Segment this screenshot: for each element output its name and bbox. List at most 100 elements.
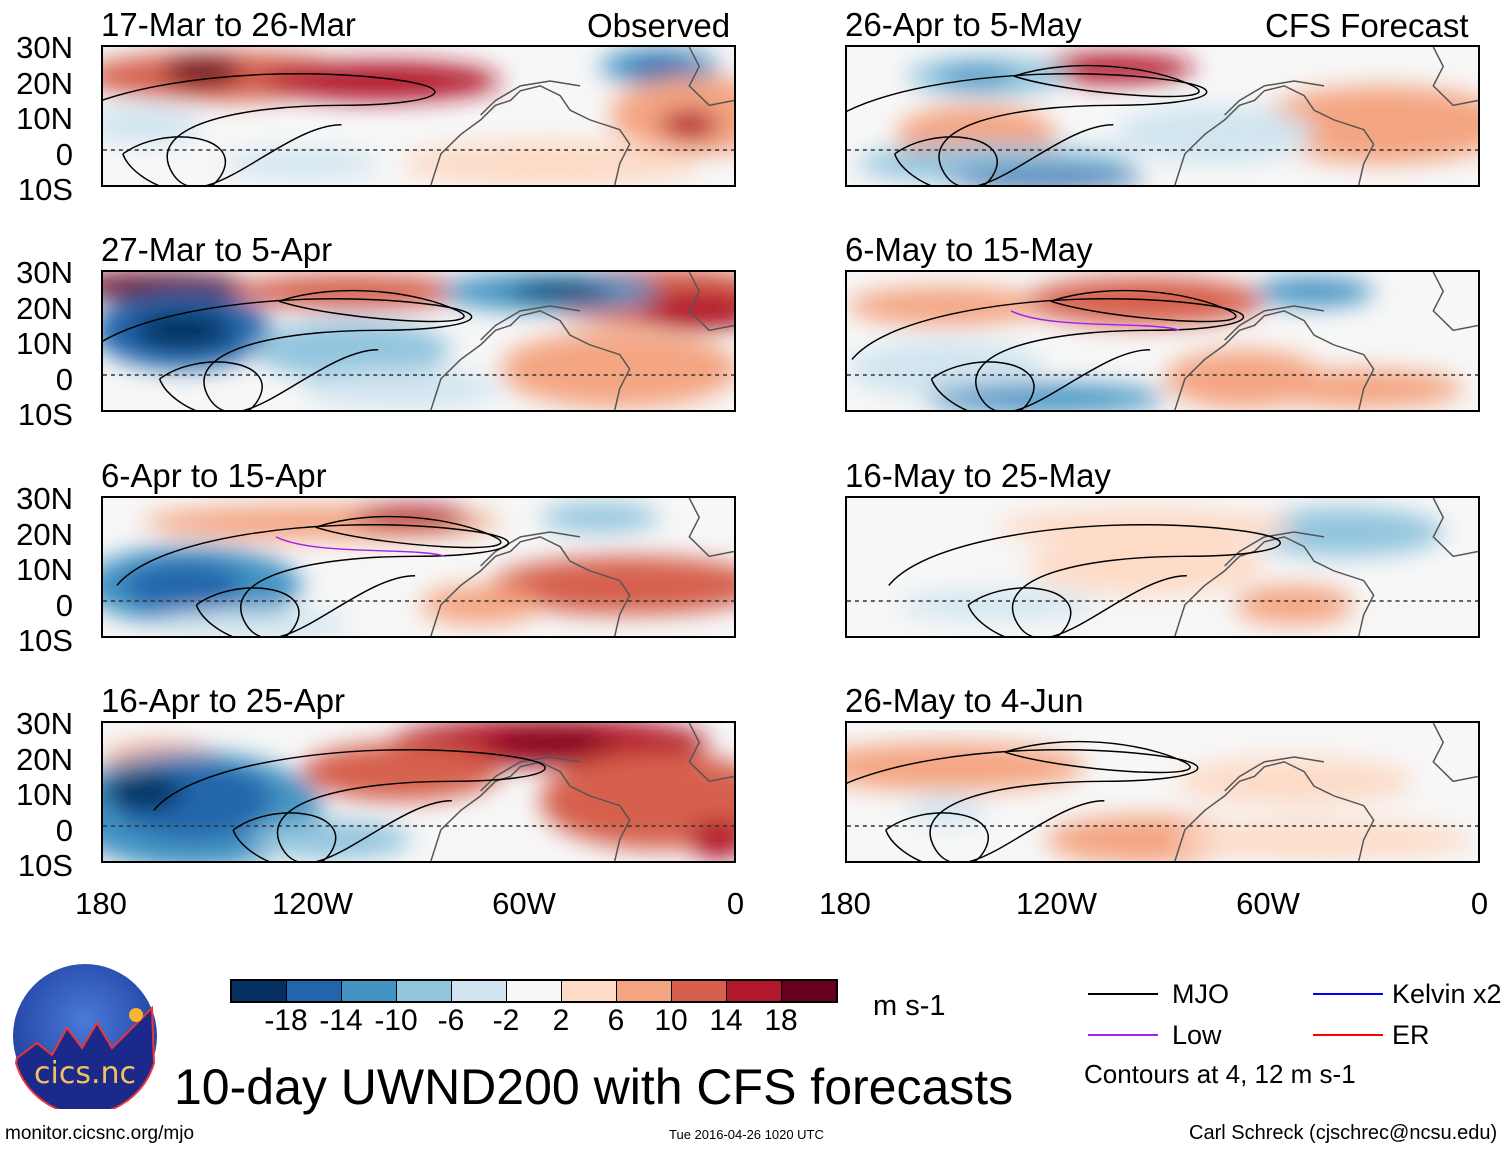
legend-low-label: Low (1172, 1020, 1222, 1050)
cics-logo: cics.nc (12, 963, 158, 1116)
wind-anomaly-field (1254, 276, 1374, 307)
coastline (430, 47, 734, 185)
wind-anomaly-field (401, 139, 700, 185)
wind-anomaly-field (301, 742, 501, 801)
wind-anomaly-field (261, 61, 501, 101)
contour-note: Contours at 4, 12 m s-1 (1084, 1059, 1356, 1089)
wind-anomaly-field (1234, 585, 1354, 625)
panel-title: 6-May to 15-May (845, 231, 1093, 268)
wind-anomaly-field (847, 286, 1046, 326)
legend-mjo-line (1088, 993, 1158, 995)
wind-anomaly-field (500, 330, 734, 409)
contour-line (103, 298, 473, 410)
latitude-label: 10N (16, 552, 73, 587)
colorbar (230, 979, 838, 1003)
latitude-label: 20N (16, 741, 73, 777)
panel-title: 16-Apr to 25-Apr (101, 682, 345, 719)
map-panel (845, 496, 1480, 638)
colorbar-swatch (617, 981, 672, 1001)
latitude-label: 10S (17, 397, 73, 432)
longitude-label: 180 (819, 886, 871, 921)
latitude-label: 0 (55, 587, 73, 623)
footer-url[interactable]: monitor.cicsnc.org/mjo (5, 1123, 195, 1144)
colorbar-swatch (342, 981, 397, 1001)
map-panel (101, 45, 736, 187)
wind-anomaly-field (301, 369, 501, 409)
contour-line (122, 136, 226, 185)
map-panel (845, 721, 1480, 863)
coastline (430, 498, 734, 636)
legend-er-line (1313, 1034, 1383, 1036)
coastline (430, 272, 734, 410)
wind-anomaly-field (946, 168, 1146, 185)
colorbar-swatch (672, 981, 727, 1001)
contour-line (103, 73, 436, 185)
colorbar-tick: 10 (654, 1004, 688, 1037)
coastline (1174, 498, 1478, 636)
wind-anomaly-field (906, 795, 987, 826)
legend-er-label: ER (1392, 1020, 1430, 1050)
colorbar-tick: 18 (764, 1004, 798, 1037)
colorbar-tick: 6 (607, 1004, 625, 1037)
wind-anomaly-field (1115, 105, 1315, 164)
colorbar-tick: -18 (264, 1004, 308, 1037)
colorbar-tick: 14 (709, 1004, 743, 1037)
figure-title: 10-day UWND200 with CFS forecasts (174, 1059, 1014, 1115)
latitude-label: 10S (17, 623, 73, 658)
latitude-label: 30N (16, 30, 73, 65)
wind-anomaly-field (420, 585, 541, 625)
contour-line (847, 749, 1199, 861)
legend-kelvin-line (1313, 993, 1383, 995)
wind-anomaly-field (252, 820, 412, 860)
panel-title: 6-Apr to 15-Apr (101, 457, 327, 494)
legend-kelvin-label: Kelvin x2 (1392, 979, 1502, 1009)
contour-line (1004, 740, 1191, 774)
colorbar-tick: -2 (492, 1004, 520, 1037)
latitude-label: 30N (16, 255, 73, 290)
latitude-label: 0 (55, 136, 73, 172)
wind-anomaly-field (1025, 536, 1265, 596)
contour-line (278, 289, 465, 323)
contour-line (967, 587, 1072, 636)
colorbar-tick: -14 (319, 1004, 363, 1037)
panel-title: 26-Apr to 5-May (845, 6, 1082, 43)
contour-line (153, 749, 546, 861)
colorbar-swatch (232, 981, 287, 1001)
observed-header: Observed (587, 7, 731, 44)
wind-anomaly-field (689, 820, 734, 860)
contour-line (315, 515, 502, 549)
coastline (1174, 723, 1478, 861)
contour-line (888, 524, 1281, 636)
wind-anomaly-field (1174, 820, 1474, 860)
wind-anomaly-field (490, 556, 734, 615)
wind-anomaly-field (996, 507, 1295, 547)
latitude-label: 20N (16, 290, 73, 326)
contour-line (893, 136, 998, 185)
wind-anomaly-field (103, 771, 183, 811)
legend-low-line (1088, 1034, 1158, 1036)
legend-mjo-label: MJO (1172, 979, 1229, 1009)
cfs-forecast-header: CFS Forecast (1265, 7, 1469, 44)
longitude-label: 180 (75, 886, 127, 921)
contour-line (158, 361, 263, 410)
wind-anomaly-field (629, 56, 690, 77)
map-panel (101, 721, 736, 863)
wind-anomaly-field (540, 752, 734, 850)
wind-anomaly-field (252, 320, 451, 379)
wind-anomaly-field (510, 281, 610, 302)
panel-title: 26-May to 4-Jun (845, 682, 1084, 719)
contour-line (275, 536, 446, 558)
footer-author: Carl Schreck (cjschrec@ncsu.edu) (1189, 1122, 1498, 1144)
wind-anomaly-field (1045, 815, 1245, 861)
wind-anomaly-field (540, 502, 660, 533)
wind-anomaly-field (1025, 276, 1265, 326)
longitude-label: 120W (1016, 886, 1097, 921)
longitude-label: 60W (492, 886, 556, 921)
contour-line (1010, 310, 1181, 332)
footer-timestamp: Tue 2016-04-26 1020 UTC (669, 1127, 824, 1142)
latitude-label: 0 (55, 361, 73, 397)
wind-anomaly-field (490, 732, 610, 753)
wind-anomaly-field (162, 56, 243, 86)
longitude-label: 120W (272, 886, 353, 921)
wind-anomaly-field (132, 310, 233, 350)
